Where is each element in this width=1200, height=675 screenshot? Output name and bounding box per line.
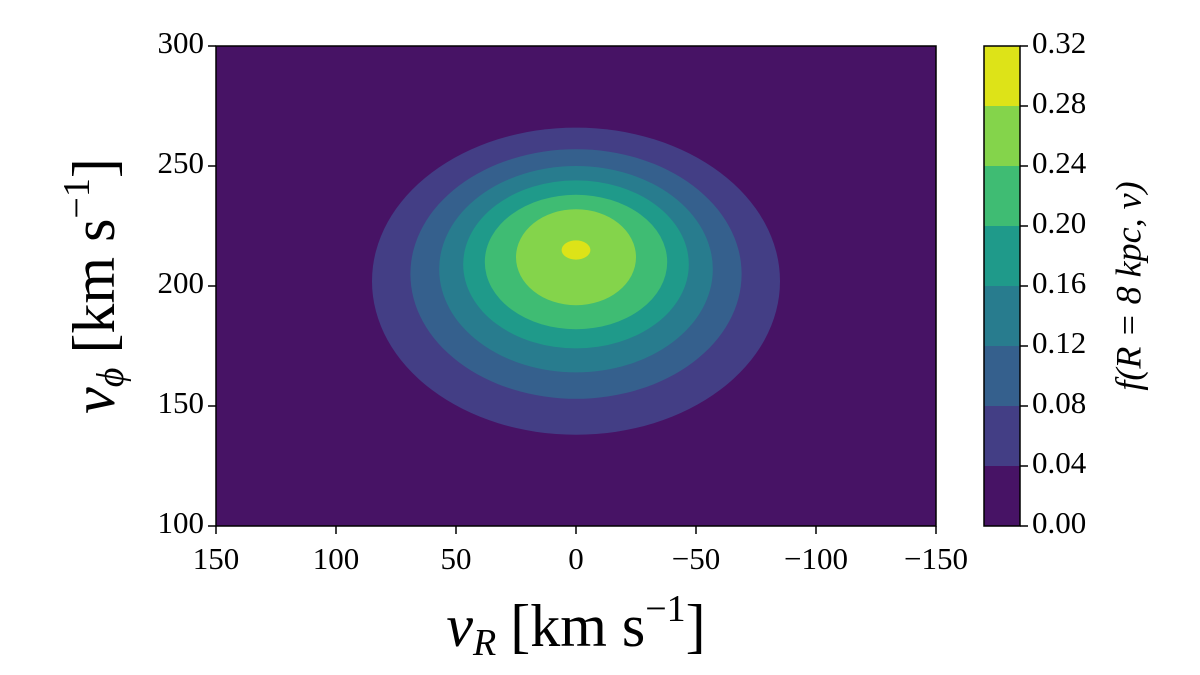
x-tick-label: −100 — [784, 541, 848, 576]
y-tick-label: 100 — [158, 505, 205, 540]
xlabel-label: vR [km s−1] — [446, 588, 705, 664]
y-tick-label: 200 — [158, 265, 205, 300]
label-sub: R — [472, 622, 496, 664]
label-symbol: v — [61, 387, 127, 414]
colorbar-tick-label: 0.24 — [1032, 145, 1087, 180]
label-sub: ϕ — [90, 368, 132, 388]
colorbar-band — [984, 466, 1020, 526]
y-tick-label: 300 — [158, 25, 205, 60]
label-unit: [km s — [510, 593, 645, 659]
label-unit: [km s — [61, 219, 127, 354]
y-tick-label: 250 — [158, 145, 205, 180]
x-tick-label: 50 — [441, 541, 472, 576]
label-close: ] — [686, 593, 706, 659]
contour-region — [561, 240, 591, 260]
colorbar-tick-label: 0.28 — [1032, 85, 1086, 120]
colorbar-tick-label: 0.00 — [1032, 505, 1086, 540]
label-sup: −1 — [56, 178, 98, 218]
colorbar-tick-label: 0.08 — [1032, 385, 1086, 420]
colorbar-tick-label: 0.04 — [1032, 445, 1087, 480]
y-tick-label: 150 — [158, 385, 205, 420]
x-tick-label: 0 — [568, 541, 584, 576]
colorbar-band — [984, 106, 1020, 166]
colorbar-tick-label: 0.20 — [1032, 205, 1086, 240]
colorbar-band — [984, 226, 1020, 286]
colorbar-band — [984, 346, 1020, 406]
colorbar-band — [984, 166, 1020, 226]
ylabel-label: vϕ [km s−1] — [56, 158, 132, 414]
label-close: ] — [61, 158, 127, 178]
x-tick-label: 150 — [193, 541, 240, 576]
colorbar-tick-label: 0.16 — [1032, 265, 1086, 300]
label-symbol: v — [446, 593, 473, 659]
colorbar-tick-label: 0.32 — [1032, 25, 1086, 60]
x-tick-label: −50 — [672, 541, 720, 576]
colorbar-tick-label: 0.12 — [1032, 325, 1086, 360]
x-tick-label: −150 — [904, 541, 968, 576]
colorbar-label: f(R = 8 kpc, v) — [1108, 181, 1148, 390]
colorbar-band — [984, 406, 1020, 466]
colorbar-band — [984, 286, 1020, 346]
label-sup: −1 — [645, 588, 685, 630]
x-tick-label: 100 — [313, 541, 360, 576]
colorbar-band — [984, 46, 1020, 106]
